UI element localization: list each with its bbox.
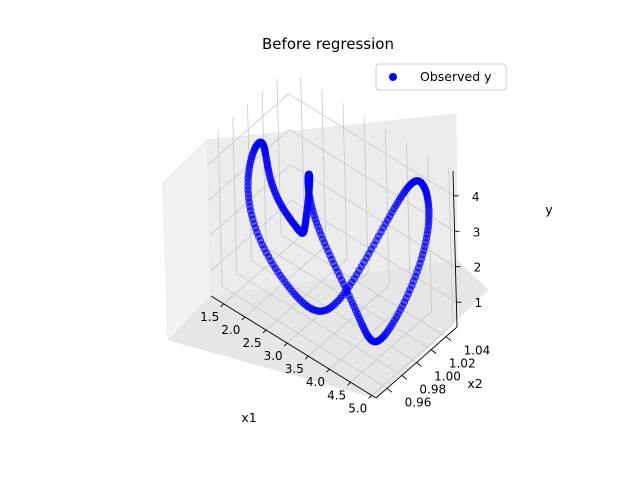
grid-line-y [207, 93, 289, 166]
x1-tick-label: 1.5 [200, 310, 219, 324]
x2-tick-label: 0.98 [419, 382, 446, 396]
grid-line-x1 [342, 102, 348, 260]
x2-tick [401, 375, 408, 380]
grid-lines [207, 76, 457, 396]
data-point [417, 255, 426, 263]
x1-tick [283, 342, 288, 347]
grid-line-x2 [261, 91, 267, 248]
grid-line-x1 [448, 168, 454, 325]
data-points [244, 138, 433, 346]
y-axis-line [452, 170, 458, 328]
legend-box [375, 63, 507, 91]
x1-tick [304, 355, 309, 360]
y-tick-label: 3 [473, 225, 481, 239]
x1-tick [326, 368, 330, 373]
grid-line-x1 [363, 116, 369, 273]
x1-tick [262, 329, 267, 334]
legend: Observed y [375, 63, 507, 91]
x1-axis-line [210, 295, 377, 399]
grid-line-x2 [280, 234, 447, 338]
legend-label: Observed y [420, 69, 492, 84]
x1-tick [347, 381, 351, 386]
x1-tick [220, 303, 225, 308]
x2-tick-label: 1.00 [434, 370, 461, 384]
x1-tick [368, 395, 373, 399]
y-tick-label: 2 [474, 261, 482, 275]
x1-tick-label: 3.0 [264, 349, 283, 363]
x2-tick [416, 362, 422, 367]
y-tick-label: 1 [475, 296, 483, 310]
grid-line-x2 [221, 285, 388, 389]
grid-line-x2 [232, 117, 238, 274]
x2-tick-label: 1.02 [449, 357, 476, 371]
x1-tick-label: 5.0 [348, 401, 367, 415]
grid-line-y [288, 93, 454, 197]
grid-line-x1 [321, 89, 327, 246]
x2-tick-label: 0.96 [405, 395, 432, 409]
grid-line-x2 [236, 273, 402, 376]
legend-marker [389, 73, 397, 81]
y-axis-label: x2 [467, 376, 482, 391]
x1-tick-label: 3.5 [285, 362, 304, 376]
x1-tick-label: 2.5 [242, 336, 261, 350]
x1-tick-label: 4.5 [327, 388, 346, 402]
grid-line-y [290, 164, 456, 268]
z-axis-label: y [545, 202, 553, 217]
grid-line-y [210, 199, 292, 272]
axis-ticks: 1.52.02.53.03.54.04.55.0 0.960.981.001.02… [200, 190, 490, 416]
x1-tick-label: 2.0 [221, 323, 240, 337]
x1-tick-label: 4.0 [306, 375, 325, 389]
y-tick-label: 4 [472, 190, 480, 204]
x2-tick [430, 349, 437, 354]
x1-tick [241, 316, 246, 321]
grid-line-x1 [384, 129, 390, 286]
x2-tick-label: 1.04 [464, 344, 491, 358]
chart-title: Before regression [262, 35, 394, 53]
x2-tick [445, 336, 452, 342]
grid-line-x1 [406, 142, 411, 299]
x-axis-label: x1 [241, 410, 256, 425]
x2-tick [386, 387, 393, 393]
grid-line-x2 [217, 130, 223, 287]
